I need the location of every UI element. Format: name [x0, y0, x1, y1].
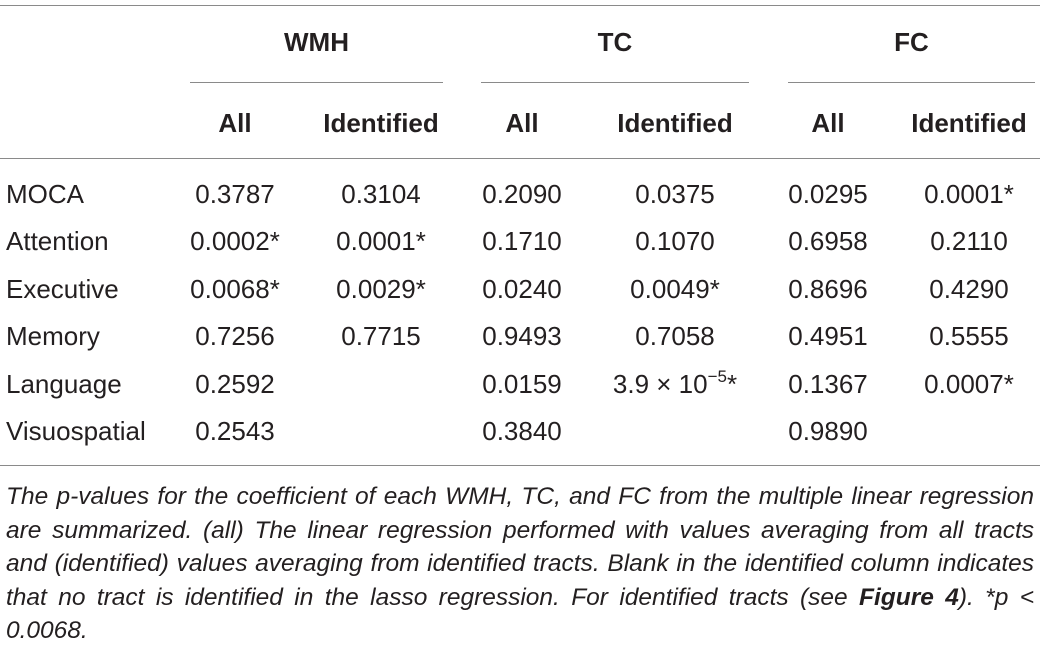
column-header: Identified — [323, 108, 439, 138]
column-header: Identified — [617, 108, 733, 138]
column-header: All — [505, 108, 539, 138]
cell: 0.3104 — [341, 179, 421, 209]
top-rule — [0, 5, 1040, 6]
cell: 0.1710 — [482, 226, 562, 257]
cell: 0.2110 — [930, 226, 1008, 257]
group-rule — [788, 82, 1035, 83]
cell: 0.0007* — [924, 368, 1014, 399]
cell: 0.0295 — [788, 179, 868, 209]
cell: 0.4290 — [929, 273, 1009, 304]
group-header: WMH — [284, 27, 349, 57]
cell: 0.3840 — [482, 416, 562, 446]
row-label: Visuospatial — [6, 416, 146, 446]
column-header: Identified — [911, 108, 1027, 138]
group-rule — [481, 82, 749, 83]
row-label: Memory — [6, 321, 100, 352]
cell: 0.0001* — [924, 179, 1014, 209]
cell: 0.0159 — [482, 368, 562, 399]
cell: 0.2090 — [482, 179, 562, 209]
cell: 0.4951 — [788, 321, 868, 352]
row-label: Attention — [6, 226, 109, 257]
cell: 3.9 × 10−5* — [612, 366, 738, 399]
caption-text: The p-values for the coefficient of each… — [6, 483, 1034, 611]
cell: 0.1367 — [788, 368, 868, 399]
cell: 0.0002* — [190, 226, 280, 257]
group-header: TC — [597, 27, 633, 57]
bottom-rule — [0, 465, 1040, 466]
column-header: All — [811, 108, 845, 138]
cell: 0.7058 — [635, 321, 715, 352]
cell: 0.2543 — [195, 416, 275, 446]
cell: 0.7256 — [195, 321, 275, 352]
header-rule — [0, 158, 1040, 159]
cell: 0.9890 — [788, 416, 868, 446]
cell-base: 3.9 × 10 — [612, 368, 708, 399]
row-label: MOCA — [6, 179, 84, 209]
row-label: Executive — [6, 273, 119, 304]
cell: 0.8696 — [788, 273, 868, 304]
cell: 0.0001* — [336, 226, 426, 257]
cell: 0.6958 — [788, 226, 868, 257]
cell: 0.2592 — [195, 368, 275, 399]
cell: 0.0068* — [190, 273, 280, 304]
group-rule — [190, 82, 443, 83]
cell: 0.0240 — [482, 273, 562, 304]
cell: 0.3787 — [195, 179, 275, 209]
cell: 0.1070 — [635, 226, 715, 257]
caption: The p-values for the coefficient of each… — [6, 480, 1034, 648]
group-header: FC — [894, 27, 929, 57]
figure-ref: Figure 4 — [859, 583, 959, 611]
cell: 0.0029* — [336, 273, 426, 304]
row-label: Language — [6, 368, 122, 399]
cell: 0.7715 — [341, 321, 421, 352]
cell: 0.9493 — [482, 321, 562, 352]
cell: 0.5555 — [929, 321, 1009, 352]
cell: 0.0375 — [635, 179, 715, 209]
caption-text: ). *p < 0.0068. — [6, 583, 1034, 645]
column-header: All — [218, 108, 252, 138]
cell-mark: * — [726, 368, 738, 399]
cell-exponent: −5 — [707, 366, 727, 386]
cell: 0.0049* — [630, 273, 720, 304]
